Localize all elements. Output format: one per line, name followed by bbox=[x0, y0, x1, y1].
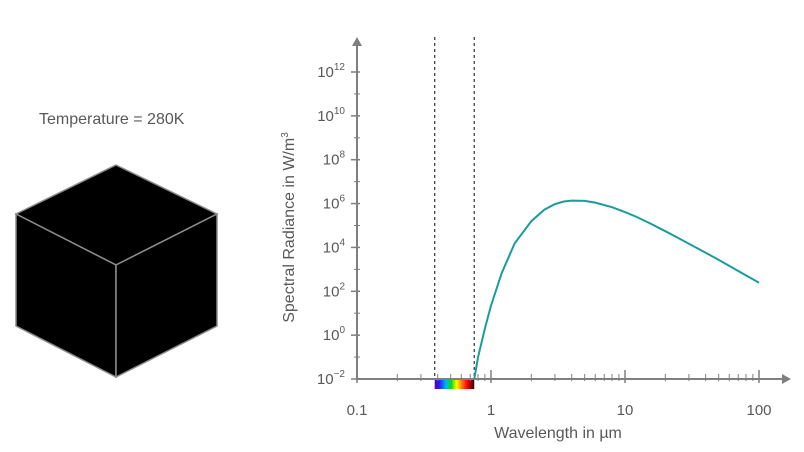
x-tick-label: 100 bbox=[746, 402, 771, 419]
black-body-cube bbox=[14, 164, 219, 379]
y-tick-label: 108 bbox=[323, 150, 346, 169]
y-axis-arrow bbox=[352, 37, 362, 46]
y-tick-label: 104 bbox=[323, 237, 346, 256]
y-tick-label: 1010 bbox=[317, 106, 345, 125]
cube-right-face bbox=[115, 212, 218, 379]
y-tick-label: 10−2 bbox=[317, 369, 346, 388]
x-tick-label: 0.1 bbox=[347, 402, 368, 419]
y-tick-label: 100 bbox=[323, 325, 346, 344]
x-tick-label: 1 bbox=[487, 402, 495, 419]
temperature-label: Temperature = 280K bbox=[39, 111, 185, 128]
x-tick-label: 10 bbox=[617, 402, 634, 419]
y-tick-label: 102 bbox=[323, 281, 346, 300]
radiance-curve-280k bbox=[473, 199, 760, 380]
y-tick-label: 106 bbox=[323, 194, 346, 213]
y-axis-label: Spectral Radiance in W/m3 bbox=[280, 132, 298, 323]
visible-spectrum-bar bbox=[434, 378, 475, 389]
y-tick-label: 1012 bbox=[317, 62, 345, 81]
x-axis-label: Wavelength in µm bbox=[494, 425, 622, 442]
x-axis-arrow bbox=[782, 374, 791, 384]
